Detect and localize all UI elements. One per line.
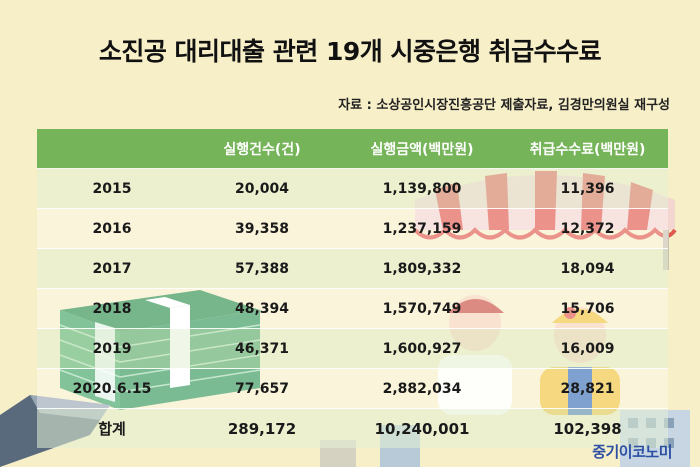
table-row: 2017 57,388 1,809,332 18,094: [37, 248, 668, 289]
cell-count: 57,388: [187, 248, 337, 289]
cell-count: 46,371: [187, 328, 337, 369]
header-year: [37, 129, 187, 169]
cell-amount: 1,237,159: [337, 208, 507, 249]
cell-amount: 1,809,332: [337, 248, 507, 289]
cell-amount: 1,139,800: [337, 168, 507, 209]
source-note: 자료 : 소상공인시장진흥공단 제출자료, 김경만의원실 재구성: [338, 98, 670, 113]
cell-year: 2016: [37, 208, 187, 249]
cell-fee: 11,396: [507, 168, 668, 209]
cell-fee: 15,706: [507, 288, 668, 329]
table-row: 2015 20,004 1,139,800 11,396: [37, 168, 668, 209]
cell-amount: 1,570,749: [337, 288, 507, 329]
cell-count: 48,394: [187, 288, 337, 329]
cell-fee: 16,009: [507, 328, 668, 369]
cell-year: 2020.6.15: [37, 368, 187, 409]
header-amount: 실행금액(백만원): [337, 129, 507, 169]
cell-year: 2015: [37, 168, 187, 209]
publisher-logo: 중기이코노미: [592, 443, 672, 461]
cell-count: 77,657: [187, 368, 337, 409]
cell-fee: 18,094: [507, 248, 668, 289]
cell-year: 2019: [37, 328, 187, 369]
cell-amount: 2,882,034: [337, 368, 507, 409]
cell-count: 20,004: [187, 168, 337, 209]
fee-table: 실행건수(건) 실행금액(백만원) 취급수수료(백만원) 2015 20,004…: [37, 129, 668, 448]
page-title: 소진공 대리대출 관련 19개 시중은행 취급수수료: [98, 37, 602, 66]
total-label: 합계: [37, 408, 187, 448]
header-count: 실행건수(건): [187, 129, 337, 169]
table-row: 2018 48,394 1,570,749 15,706: [37, 288, 668, 329]
table-header-row: 실행건수(건) 실행금액(백만원) 취급수수료(백만원): [37, 129, 668, 169]
table-total-row: 합계 289,172 10,240,001 102,398: [37, 408, 668, 448]
cell-fee: 28,821: [507, 368, 668, 409]
total-count: 289,172: [187, 408, 337, 448]
total-amount: 10,240,001: [337, 408, 507, 448]
cell-count: 39,358: [187, 208, 337, 249]
table-row: 2019 46,371 1,600,927 16,009: [37, 328, 668, 369]
table-row: 2020.6.15 77,657 2,882,034 28,821: [37, 368, 668, 409]
table-row: 2016 39,358 1,237,159 12,372: [37, 208, 668, 249]
total-fee: 102,398: [507, 408, 668, 448]
cell-amount: 1,600,927: [337, 328, 507, 369]
cell-fee: 12,372: [507, 208, 668, 249]
cell-year: 2018: [37, 288, 187, 329]
cell-year: 2017: [37, 248, 187, 289]
header-fee: 취급수수료(백만원): [507, 129, 668, 169]
